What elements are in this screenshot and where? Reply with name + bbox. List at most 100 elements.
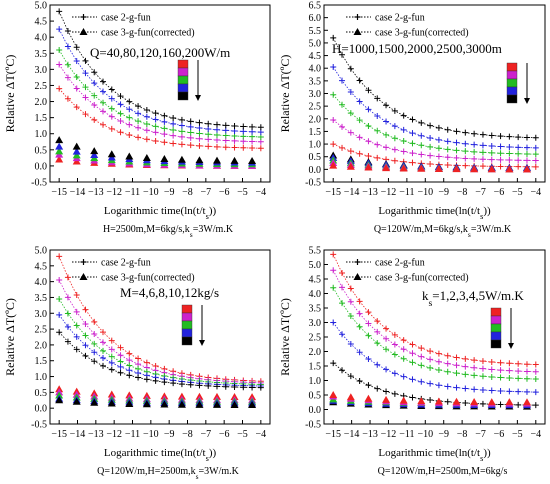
y-tick-label: -0.5 [31, 420, 47, 431]
plus-marker [383, 366, 390, 373]
triangle-marker [90, 151, 99, 159]
series-2g-2 [330, 267, 539, 375]
y-tick-label: 4.0 [309, 64, 322, 75]
plus-marker [427, 380, 434, 387]
plus-marker [205, 143, 212, 150]
plus-marker [56, 47, 63, 54]
plus-marker [427, 397, 434, 404]
plus-marker [213, 383, 220, 390]
arrow-head-icon [195, 95, 201, 101]
y-axis-label: Relative ΔT(ºC) [3, 55, 17, 133]
plus-marker [73, 322, 80, 329]
x-tick-label: −14 [344, 429, 360, 440]
plus-marker [143, 113, 150, 120]
plus-marker [117, 344, 124, 351]
plus-marker [365, 332, 372, 339]
triangle-marker [487, 398, 496, 406]
plus-marker [152, 377, 159, 384]
plus-marker [108, 337, 115, 344]
plus-marker [418, 378, 425, 385]
plus-marker [453, 384, 460, 391]
plus-marker [117, 363, 124, 370]
legend-marker-triangle [79, 28, 88, 35]
y-tick-label: 5.5 [309, 26, 322, 37]
triangle-marker [90, 147, 99, 155]
plus-marker [117, 369, 124, 376]
y-tick-label: 3.0 [309, 318, 322, 329]
plus-marker [462, 162, 469, 169]
x-tick-label: −7 [201, 429, 212, 440]
plus-marker [400, 346, 407, 353]
plus-marker [73, 308, 80, 315]
plus-marker [497, 133, 504, 140]
plus-marker [418, 142, 425, 149]
legend-label-2: case 3-g-fun(corrected) [375, 273, 469, 284]
plus-marker [453, 139, 460, 146]
plus-marker [418, 345, 425, 352]
plus-marker [453, 154, 460, 161]
plus-marker [374, 340, 381, 347]
plus-marker [391, 123, 398, 130]
plus-marker [497, 374, 504, 381]
x-tick-label: −11 [399, 187, 414, 198]
parameter-annotation: H=1000,1500,2000,2500,3000m [332, 41, 502, 56]
plus-marker [479, 365, 486, 372]
x-tick-label: −4 [256, 429, 267, 440]
plus-marker [187, 381, 194, 388]
y-tick-label: 3.5 [309, 76, 322, 87]
series-2g-4 [56, 26, 264, 136]
plus-marker [444, 138, 451, 145]
plus-marker [356, 98, 363, 105]
plus-marker [444, 126, 451, 133]
plus-marker [347, 148, 354, 155]
plus-marker [143, 106, 150, 113]
triangle-marker [346, 393, 355, 401]
plus-marker [488, 387, 495, 394]
plus-marker [82, 352, 89, 359]
plus-marker [400, 373, 407, 380]
plus-marker [347, 298, 354, 305]
y-tick-label: 4.5 [309, 51, 322, 62]
y-tick-label: 0.0 [35, 404, 48, 415]
plus-marker [515, 401, 522, 408]
y-tick-label: -0.5 [305, 178, 321, 189]
color-swatch [181, 336, 193, 346]
x-tick-label: −15 [51, 187, 67, 198]
color-swatch [181, 328, 193, 338]
legend: case 2-g-fun case 3-g-fun(corrected) [346, 13, 469, 39]
triangle-marker [452, 165, 461, 173]
plus-marker [488, 132, 495, 139]
plus-marker [462, 385, 469, 392]
plus-marker [400, 337, 407, 344]
plus-marker [330, 360, 337, 367]
plus-marker [435, 358, 442, 365]
legend-marker-plus [80, 259, 87, 265]
plus-marker [462, 355, 469, 362]
plus-marker [409, 359, 416, 366]
plus-marker [347, 373, 354, 380]
plus-marker [515, 144, 522, 151]
color-swatch [181, 304, 193, 314]
plus-marker [240, 144, 247, 151]
plus-marker [462, 371, 469, 378]
y-tick-label: 4.0 [35, 33, 48, 44]
plus-marker [170, 115, 177, 122]
plus-marker [435, 366, 442, 373]
plus-marker [126, 98, 133, 105]
plus-marker [330, 117, 337, 124]
series-line [58, 331, 261, 389]
triangle-marker [364, 163, 373, 171]
plus-marker [117, 101, 124, 108]
plus-marker [374, 318, 381, 325]
plus-marker [91, 116, 98, 123]
y-tick-label: 5.0 [35, 1, 48, 12]
plus-marker [126, 350, 133, 357]
triangle-marker [55, 136, 64, 144]
plus-marker [330, 63, 337, 70]
plus-marker [418, 151, 425, 158]
x-tick-label: −7 [475, 429, 486, 440]
triangle-marker [364, 394, 373, 402]
plus-marker [143, 136, 150, 143]
y-tick-label: 6.5 [309, 1, 322, 12]
plus-marker [161, 112, 168, 119]
